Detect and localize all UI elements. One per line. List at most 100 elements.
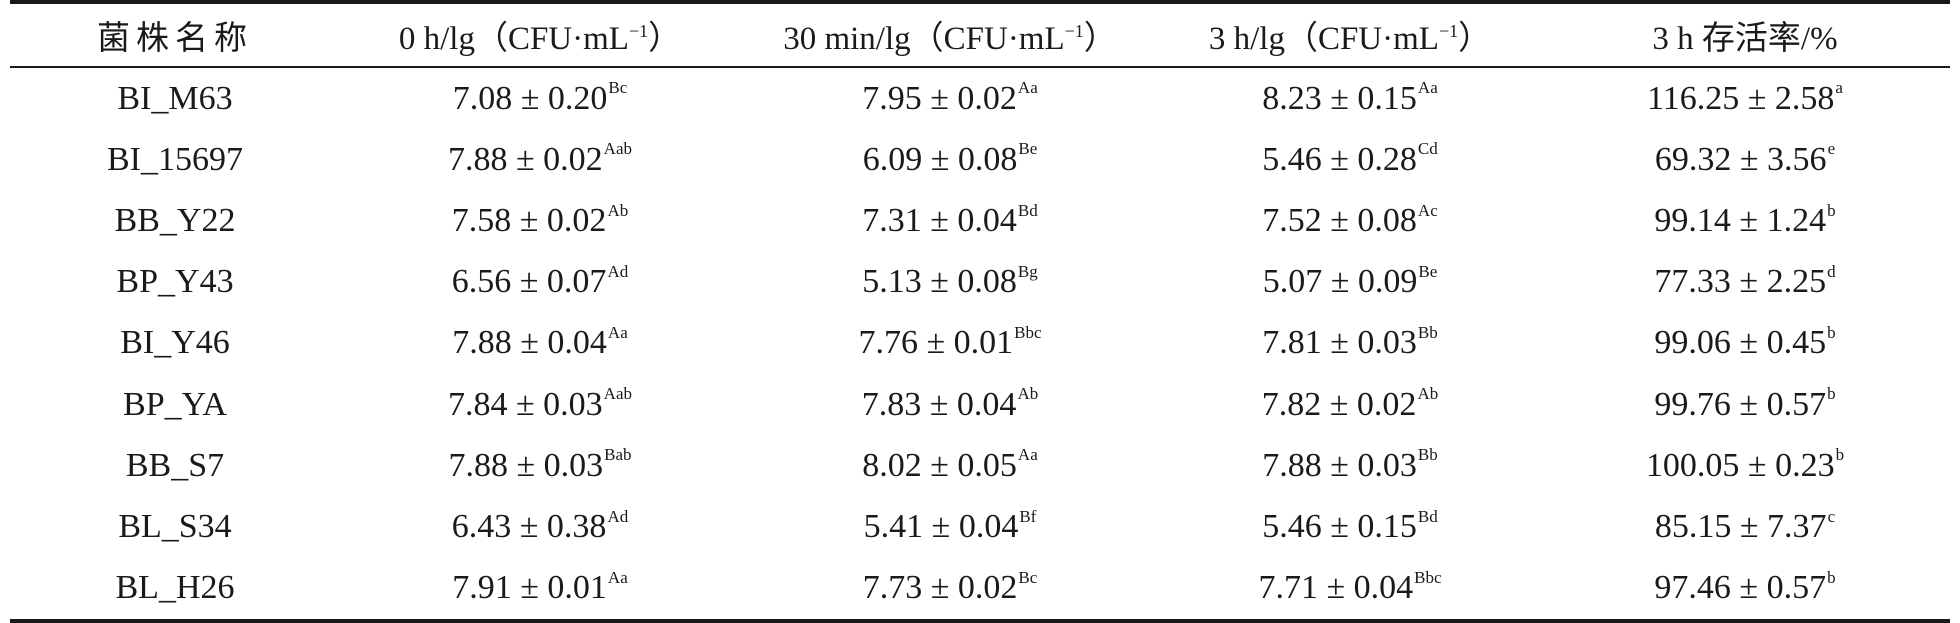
cell-survival: 99.76 ± 0.57b [1540, 374, 1950, 435]
cell-c0h-significance-letter: Aab [603, 139, 632, 159]
cell-c0h-significance-letter: Bab [604, 445, 632, 465]
table-row: BP_Y43 6.56 ± 0.07Ad 5.13 ± 0.08Bg 5.07 ± 0… [10, 252, 1950, 313]
cell-c0h-value: 7.84 ± 0.03 [448, 385, 603, 423]
cell-c30min: 7.76 ± 0.01Bbc [740, 313, 1160, 374]
cell-c30min-value: 7.95 ± 0.02 [862, 79, 1017, 117]
cell-c0h: 6.43 ± 0.38Ad [340, 496, 740, 557]
cell-c30min: 7.83 ± 0.04Ab [740, 374, 1160, 435]
cell-strain-name: BL_H26 [115, 569, 235, 607]
header-survival-rate-text: 3 h 存活率/% [1652, 21, 1838, 57]
cell-survival-significance-letter: c [1827, 506, 1836, 526]
cell-strain-name: BI_15697 [107, 140, 243, 178]
cell-c3h-value: 7.81 ± 0.03 [1262, 324, 1417, 362]
header-strain-name-text: 菌株名称 [97, 21, 253, 57]
cell-c0h-significance-letter: Ad [607, 261, 629, 281]
header-3h-close: ） [1458, 21, 1492, 57]
cell-c3h-value: 5.46 ± 0.28 [1262, 140, 1417, 178]
header-survival-rate: 3 h 存活率/% [1540, 2, 1950, 67]
survival-table: 菌株名称 0 h/lg（CFU·mL−1） 30 min/lg（CFU·mL−1… [10, 0, 1950, 623]
cell-c0h-value: 7.88 ± 0.02 [448, 140, 603, 178]
cell-strain-name: BP_Y43 [116, 263, 234, 301]
cell-c3h-significance-letter: Ac [1417, 200, 1438, 220]
cell-c30min-value: 7.73 ± 0.02 [862, 569, 1018, 607]
cell-c3h-significance-letter: Aa [1417, 78, 1438, 98]
cell-c0h-significance-letter: Aa [607, 323, 628, 343]
cell-c30min: 5.13 ± 0.08Bg [740, 252, 1160, 313]
cell-c30min-value: 6.09 ± 0.08 [862, 140, 1018, 178]
cell-c3h: 7.71 ± 0.04Bbc [1160, 558, 1540, 621]
cell-c0h: 7.88 ± 0.02Aab [340, 129, 740, 190]
cell-survival: 99.06 ± 0.45b [1540, 313, 1950, 374]
table-row: BL_S34 6.43 ± 0.38Ad 5.41 ± 0.04Bf 5.46 ± 0… [10, 496, 1950, 557]
cell-c0h: 7.58 ± 0.02Ab [340, 190, 740, 251]
cell-c0h: 7.91 ± 0.01Aa [340, 558, 740, 621]
header-0h-unit-sup: −1 [628, 21, 649, 41]
cell-c30min-value: 5.41 ± 0.04 [863, 507, 1019, 545]
cell-c30min: 7.73 ± 0.02Bc [740, 558, 1160, 621]
cell-survival-value: 99.06 ± 0.45 [1654, 324, 1827, 362]
cell-c0h-value: 6.43 ± 0.38 [451, 507, 607, 545]
cell-c0h: 7.08 ± 0.20Bc [340, 67, 740, 129]
cell-c3h-significance-letter: Ab [1417, 384, 1439, 404]
header-3h-text: 3 h/lg（CFU·mL [1208, 21, 1439, 57]
cell-c0h-significance-letter: Aa [607, 567, 628, 587]
header-0h-text: 0 h/lg（CFU·mL [398, 21, 629, 57]
cell-c0h: 7.88 ± 0.03Bab [340, 435, 740, 496]
cell-c3h-value: 7.82 ± 0.02 [1261, 385, 1417, 423]
table-row: BP_YA 7.84 ± 0.03Aab 7.83 ± 0.04Ab 7.82 ± 0… [10, 374, 1950, 435]
cell-survival-significance-letter: e [1827, 139, 1836, 159]
cell-c30min: 7.95 ± 0.02Aa [740, 67, 1160, 129]
cell-survival-significance-letter: b [1827, 323, 1836, 343]
cell-c3h: 7.81 ± 0.03Bb [1160, 313, 1540, 374]
cell-strain-name: BL_S34 [118, 507, 232, 545]
cell-c3h-value: 7.88 ± 0.03 [1262, 446, 1417, 484]
cell-c30min-significance-letter: Aa [1017, 78, 1038, 98]
cell-survival: 97.46 ± 0.57b [1540, 558, 1950, 621]
cell-c3h: 7.88 ± 0.03Bb [1160, 435, 1540, 496]
cell-c0h-value: 7.88 ± 0.04 [452, 324, 607, 362]
cell-c3h: 8.23 ± 0.15Aa [1160, 67, 1540, 129]
cell-c30min-significance-letter: Bd [1017, 200, 1038, 220]
cell-c3h: 5.46 ± 0.28Cd [1160, 129, 1540, 190]
cell-survival: 99.14 ± 1.24b [1540, 190, 1950, 251]
header-30min-close: ） [1083, 21, 1117, 57]
cell-c3h-significance-letter: Bbc [1414, 567, 1442, 587]
cell-survival: 77.33 ± 2.25d [1540, 252, 1950, 313]
cell-survival: 100.05 ± 0.23b [1540, 435, 1950, 496]
cell-c0h-value: 6.56 ± 0.07 [451, 263, 607, 301]
cell-survival-significance-letter: d [1827, 261, 1836, 281]
cell-c0h-significance-letter: Ad [607, 506, 629, 526]
cell-c3h-significance-letter: Be [1418, 261, 1438, 281]
cell-survival-value: 77.33 ± 2.25 [1654, 263, 1827, 301]
cell-c30min: 8.02 ± 0.05Aa [740, 435, 1160, 496]
cell-c0h-significance-letter: Bc [608, 78, 628, 98]
cell-c3h: 7.52 ± 0.08Ac [1160, 190, 1540, 251]
header-0h-close: ） [648, 21, 682, 57]
cell-survival-significance-letter: b [1827, 200, 1836, 220]
cell-c0h-value: 7.08 ± 0.20 [452, 79, 608, 117]
cell-c3h-significance-letter: Bb [1417, 323, 1438, 343]
cell-survival-value: 116.25 ± 2.58 [1647, 79, 1835, 117]
cell-c3h-value: 7.71 ± 0.04 [1258, 569, 1414, 607]
table-row: BB_S7 7.88 ± 0.03Bab 8.02 ± 0.05Aa 7.88 ± 0… [10, 435, 1950, 496]
table-row: BI_15697 7.88 ± 0.02Aab 6.09 ± 0.08Be 5.46 … [10, 129, 1950, 190]
cell-c30min-value: 7.76 ± 0.01 [858, 324, 1014, 362]
table-body: BI_M63 7.08 ± 0.20Bc 7.95 ± 0.02Aa 8.23 ± 0… [10, 67, 1950, 621]
cell-c3h-significance-letter: Cd [1417, 139, 1438, 159]
cell-c30min-value: 7.31 ± 0.04 [862, 201, 1017, 239]
cell-survival-value: 97.46 ± 0.57 [1654, 569, 1827, 607]
cell-c3h-value: 5.07 ± 0.09 [1262, 263, 1418, 301]
cell-survival-value: 99.14 ± 1.24 [1654, 201, 1827, 239]
table-header: 菌株名称 0 h/lg（CFU·mL−1） 30 min/lg（CFU·mL−1… [10, 2, 1950, 67]
cell-c3h-value: 7.52 ± 0.08 [1262, 201, 1417, 239]
cell-strain-name: BB_Y22 [114, 201, 236, 239]
cell-c30min-significance-letter: Ab [1017, 384, 1039, 404]
cell-strain-name: BB_S7 [125, 446, 225, 484]
cell-survival-value: 69.32 ± 3.56 [1654, 140, 1827, 178]
cell-c3h-significance-letter: Bb [1417, 445, 1438, 465]
cell-c30min-significance-letter: Bf [1019, 506, 1037, 526]
table-row: BI_M63 7.08 ± 0.20Bc 7.95 ± 0.02Aa 8.23 ± 0… [10, 67, 1950, 129]
cell-c30min-value: 7.83 ± 0.04 [861, 385, 1017, 423]
cell-c3h-value: 5.46 ± 0.15 [1262, 507, 1417, 545]
cell-survival-value: 99.76 ± 0.57 [1654, 385, 1827, 423]
